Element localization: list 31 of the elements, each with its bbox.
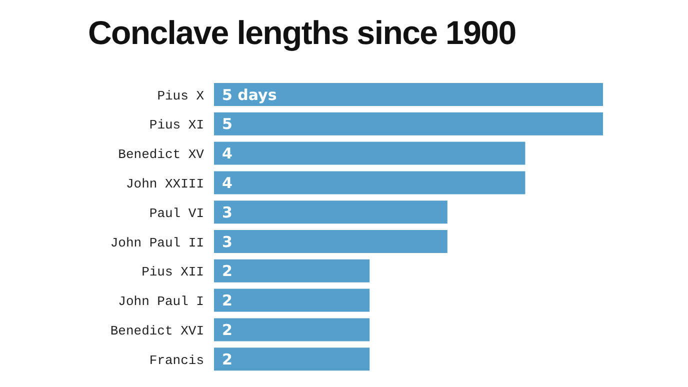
bar	[214, 142, 526, 165]
bar	[214, 200, 448, 224]
data-label: 2	[222, 320, 232, 339]
bar	[214, 112, 603, 136]
y-tick-label: Francis	[149, 352, 204, 368]
bar	[214, 230, 448, 253]
y-tick-label: Pius X	[157, 88, 204, 104]
data-label: 3	[222, 232, 232, 251]
data-label: 5	[222, 115, 232, 134]
bar	[214, 348, 370, 371]
bar	[214, 171, 526, 194]
data-label: 3	[222, 203, 232, 222]
y-tick-label: Pius XI	[149, 118, 204, 133]
data-label: 5 days	[222, 86, 277, 104]
chart-title: Conclave lengths since 1900	[88, 14, 516, 52]
data-label: 4	[222, 174, 232, 192]
y-tick-label: John Paul II	[110, 235, 204, 250]
bar	[214, 288, 370, 312]
data-label: 4	[222, 144, 232, 163]
y-tick-label: Benedict XV	[118, 147, 204, 162]
y-tick-label: Pius XII	[142, 264, 204, 280]
bar	[214, 83, 603, 106]
data-label: 2	[222, 262, 232, 280]
y-tick-label: John Paul I	[118, 294, 204, 310]
data-label: 2	[222, 292, 232, 310]
bar	[214, 318, 370, 342]
y-tick-label: John XXIII	[126, 176, 204, 192]
y-tick-label: Benedict XVI	[110, 324, 204, 339]
data-label: 2	[222, 350, 232, 368]
y-tick-label: Paul VI	[149, 206, 204, 221]
bar	[214, 259, 370, 282]
